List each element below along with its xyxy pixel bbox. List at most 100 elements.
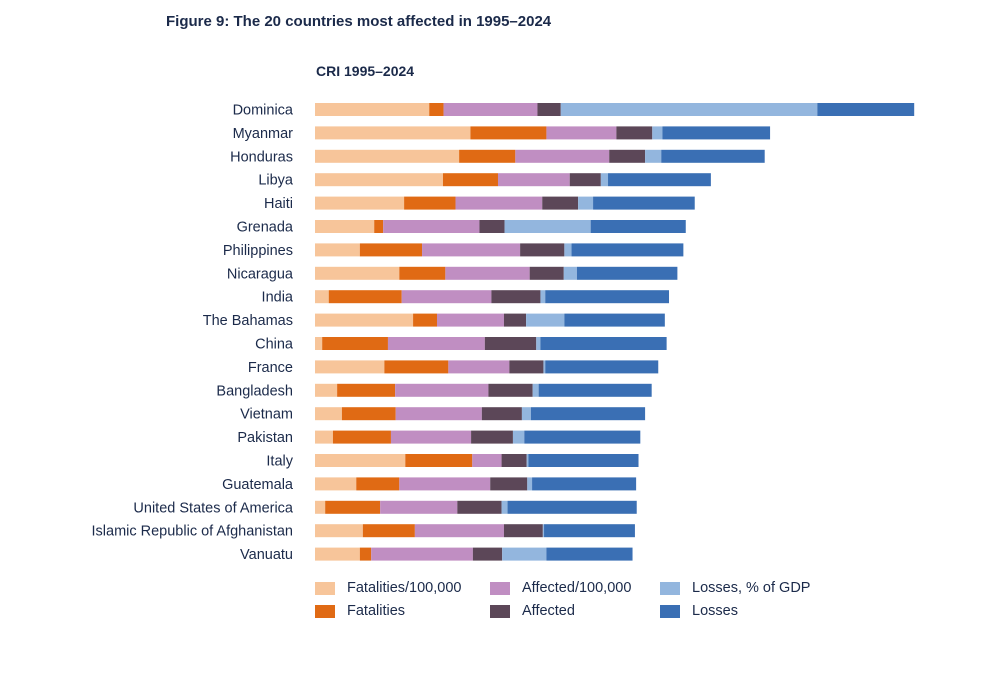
bar-segment-united-states-of-america-fatalities-100-000 — [315, 500, 326, 514]
bar-segment-nicaragua-fatalities-100-000 — [315, 266, 400, 280]
legend-label: Affected/100,000 — [522, 580, 632, 596]
bar-segment-italy-affected — [501, 454, 527, 467]
bar-segment-honduras-losses — [661, 149, 765, 163]
bar-segment-myanmar-fatalities-100-000 — [315, 126, 471, 140]
bar-segment-vanuatu-losses — [546, 547, 633, 561]
bar-segment-honduras-affected — [609, 149, 646, 163]
bar-segment-vanuatu-fatalities-100-000 — [315, 547, 360, 561]
bar-segment-myanmar-affected-100-000 — [546, 126, 617, 140]
bar-segment-haiti-affected — [542, 196, 579, 210]
country-label-islamic-republic-of-afghanistan: Islamic Republic of Afghanistan — [92, 524, 294, 540]
bar-segment-grenada-affected-100-000 — [383, 220, 480, 233]
bar-segment-haiti-fatalities-100-000 — [315, 196, 405, 210]
bar-segment-bangladesh-fatalities-100-000 — [315, 383, 338, 397]
bar-segment-honduras-fatalities-100-000 — [315, 149, 460, 163]
bar-segment-france-affected — [509, 360, 544, 374]
bar-segment-china-losses-of-gdp — [536, 337, 541, 350]
bar-segment-vietnam-losses — [530, 407, 646, 421]
bar-segment-islamic-republic-of-afghanistan-losses — [544, 524, 635, 538]
bar-segment-nicaragua-affected — [529, 266, 564, 280]
bar-segment-guatemala-affected-100-000 — [399, 477, 491, 491]
bar-segment-france-fatalities — [384, 360, 449, 374]
bar-segment-italy-losses-of-gdp — [526, 454, 529, 467]
legend-label: Fatalities — [347, 603, 406, 619]
bar-segment-myanmar-fatalities — [470, 126, 547, 140]
bar-segment-libya-affected-100-000 — [497, 173, 570, 187]
bar-segment-pakistan-losses-of-gdp — [512, 430, 525, 444]
bar-segment-france-losses-of-gdp — [543, 360, 546, 374]
bar-segment-grenada-fatalities — [374, 220, 384, 233]
bar-segment-vanuatu-fatalities — [359, 547, 372, 561]
bar-segment-philippines-fatalities — [359, 243, 423, 257]
bar-segment-vietnam-losses-of-gdp — [521, 407, 531, 421]
country-label-honduras: Honduras — [230, 149, 293, 165]
bar-segment-guatemala-affected — [490, 477, 528, 491]
bar-segment-united-states-of-america-fatalities — [325, 500, 381, 514]
bar-segment-italy-losses — [528, 454, 639, 467]
bar-segment-bangladesh-affected — [488, 383, 533, 397]
bar-segment-islamic-republic-of-afghanistan-losses-of-gdp — [542, 524, 545, 538]
bar-segment-libya-affected — [569, 173, 601, 187]
bar-segment-nicaragua-fatalities — [399, 266, 446, 280]
bar-segment-pakistan-affected — [471, 430, 513, 444]
bar-segment-dominica-affected — [537, 103, 561, 116]
legend-item-fatalities-100-000: Fatalities/100,000 — [315, 580, 461, 596]
legend-swatch — [490, 581, 510, 595]
bar-segment-india-losses-of-gdp — [540, 290, 546, 304]
legend-swatch — [490, 604, 510, 618]
bar-segment-honduras-fatalities — [459, 149, 516, 163]
bar-segment-vietnam-affected — [481, 407, 522, 421]
bar-segment-bangladesh-affected-100-000 — [395, 383, 489, 397]
country-label-italy: Italy — [266, 454, 293, 470]
bar-segment-china-affected — [484, 337, 537, 350]
bar-segment-france-losses — [545, 360, 659, 374]
country-label-united-states-of-america: United States of America — [133, 500, 294, 516]
country-label-myanmar: Myanmar — [233, 126, 294, 142]
bar-segment-pakistan-losses — [524, 430, 641, 444]
legend-label: Losses — [692, 603, 738, 619]
bar-segment-dominica-affected-100-000 — [443, 103, 538, 116]
bar-segment-libya-fatalities-100-000 — [315, 173, 443, 187]
bar-segment-pakistan-fatalities — [332, 430, 391, 444]
bar-segment-the-bahamas-affected — [503, 313, 527, 327]
country-label-bangladesh: Bangladesh — [216, 383, 293, 399]
bar-segment-islamic-republic-of-afghanistan-affected-100-000 — [414, 524, 504, 538]
bar-segment-philippines-losses — [571, 243, 684, 257]
bar-segment-dominica-fatalities-100-000 — [315, 103, 430, 116]
bar-segment-grenada-fatalities-100-000 — [315, 220, 375, 233]
bar-segment-the-bahamas-fatalities — [413, 313, 437, 327]
bar-segment-india-affected-100-000 — [401, 290, 492, 304]
bar-segment-libya-fatalities — [442, 173, 498, 187]
bar-segment-guatemala-fatalities-100-000 — [315, 477, 357, 491]
country-label-china: China — [255, 337, 294, 353]
country-label-the-bahamas: The Bahamas — [203, 313, 293, 329]
country-label-haiti: Haiti — [264, 196, 293, 212]
bar-segment-pakistan-fatalities-100-000 — [315, 430, 333, 444]
legend-item-affected-100-000: Affected/100,000 — [490, 580, 631, 596]
bar-segment-the-bahamas-fatalities-100-000 — [315, 313, 414, 327]
bar-segment-guatemala-fatalities — [356, 477, 400, 491]
bar-segment-italy-fatalities — [405, 454, 473, 467]
bar-segment-the-bahamas-losses — [564, 313, 665, 327]
bar-segment-vietnam-fatalities — [341, 407, 396, 421]
legend-label: Affected — [522, 603, 575, 619]
legend-swatch — [660, 604, 680, 618]
bar-segment-nicaragua-losses — [576, 266, 678, 280]
bar-segment-haiti-losses — [593, 196, 695, 210]
bar-segment-united-states-of-america-affected-100-000 — [380, 500, 458, 514]
legend-item-losses: Losses — [660, 603, 738, 619]
chart-title: CRI 1995–2024 — [316, 63, 415, 79]
bar-segment-haiti-affected-100-000 — [455, 196, 543, 210]
bar-segment-vanuatu-affected-100-000 — [371, 547, 473, 561]
bar-segment-india-fatalities — [328, 290, 402, 304]
bar-segment-india-affected — [491, 290, 541, 304]
country-label-philippines: Philippines — [223, 243, 293, 259]
bar-segment-vanuatu-affected — [472, 547, 503, 561]
country-label-vietnam: Vietnam — [240, 407, 293, 423]
bar-segment-vanuatu-losses-of-gdp — [502, 547, 547, 561]
bar-segment-bangladesh-losses-of-gdp — [532, 383, 539, 397]
bar-segment-haiti-fatalities — [404, 196, 456, 210]
bar-segment-bangladesh-fatalities — [337, 383, 396, 397]
bar-segment-myanmar-affected — [616, 126, 653, 140]
bar-segment-dominica-losses — [817, 103, 915, 116]
